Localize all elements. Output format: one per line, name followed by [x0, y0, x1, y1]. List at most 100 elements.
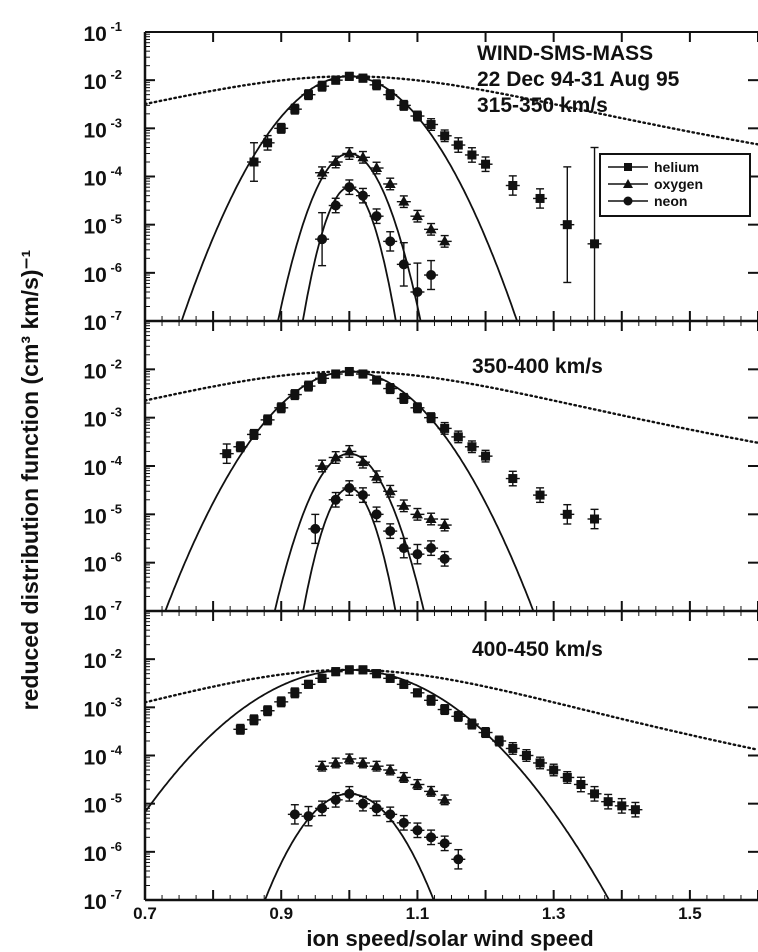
y-tick-base: 10 [83, 71, 106, 94]
helium-point [426, 120, 436, 130]
panel-p1: 10 -110 -210 -310 -410 -510 -610 -7WIND-… [83, 19, 758, 335]
helium-point [249, 157, 259, 167]
helium-point [426, 695, 436, 705]
helium-point [276, 123, 286, 133]
helium-point [249, 429, 259, 439]
helium-point [535, 490, 545, 500]
x-axis-title: ion speed/solar wind speed [306, 926, 593, 951]
helium-point [590, 514, 600, 524]
helium-point [412, 111, 422, 121]
panel-annotation: 400-450 km/s [472, 638, 603, 661]
helium-point [235, 724, 245, 734]
y-tick-exponent: -4 [107, 164, 123, 179]
helium-point [385, 90, 395, 100]
y-tick-exponent: -3 [107, 405, 122, 420]
oxygen-point [371, 760, 383, 771]
helium-point [385, 673, 395, 683]
y-tick-exponent: -6 [107, 839, 122, 854]
kappa-fit-curve [145, 370, 758, 444]
helium-point [576, 779, 586, 789]
y-tick-label: 10 -2 [83, 67, 122, 94]
y-tick-base: 10 [83, 409, 106, 432]
helium-point [317, 373, 327, 383]
neon-point [398, 259, 409, 270]
legend-oxygen-label: oxygen [654, 176, 703, 192]
helium-point [617, 801, 627, 811]
oxygen-point [411, 778, 423, 789]
data-points [246, 71, 602, 321]
oxygen-point [330, 451, 342, 462]
series-neon [315, 179, 439, 321]
y-tick-label: 10 -5 [83, 501, 122, 528]
helium-point [481, 728, 491, 738]
series-helium [246, 71, 602, 321]
y-tick-label: 10 -3 [83, 405, 122, 432]
y-tick-label: 10 -3 [83, 115, 122, 142]
y-tick-base: 10 [83, 360, 106, 383]
helium-point [562, 772, 572, 782]
helium-point [385, 384, 395, 394]
panels-layer: 10 -110 -210 -310 -410 -510 -610 -7WIND-… [83, 19, 758, 923]
neon-point [398, 543, 409, 554]
neon-point [330, 494, 341, 505]
helium-point [412, 688, 422, 698]
y-tick-exponent: -7 [107, 887, 122, 902]
neon-point [439, 838, 450, 849]
y-tick-exponent: -4 [107, 453, 123, 468]
y-tick-exponent: -3 [107, 115, 122, 130]
neon-point [330, 200, 341, 211]
oxygen-point [357, 456, 369, 467]
helium-point [467, 719, 477, 729]
series-oxygen [315, 752, 452, 806]
neon-point [385, 526, 396, 537]
neon-point [357, 490, 368, 501]
neon-point [289, 809, 300, 820]
helium-point [344, 367, 354, 377]
y-tick-label: 10 -7 [83, 887, 122, 914]
y-tick-label: 10 -3 [83, 694, 122, 721]
helium-point [453, 711, 463, 721]
helium-point [508, 181, 518, 191]
helium-point [344, 665, 354, 675]
helium-point [412, 403, 422, 413]
oxygen-point [316, 760, 328, 771]
helium-point [399, 393, 409, 403]
neon-point [412, 287, 423, 298]
legend-neon-label: neon [654, 193, 687, 209]
y-tick-base: 10 [83, 312, 106, 335]
oxygen-point [411, 508, 423, 519]
oxygen-point [439, 793, 451, 804]
y-tick-exponent: -7 [107, 598, 122, 613]
oxygen-point [384, 485, 396, 496]
oxygen-point [371, 162, 383, 173]
helium-point [399, 679, 409, 689]
y-tick-label: 10 -2 [83, 356, 122, 383]
neon-point [357, 798, 368, 809]
helium-point [358, 665, 368, 675]
helium-point [549, 765, 559, 775]
helium-point [303, 679, 313, 689]
y-tick-label: 10 -5 [83, 212, 122, 239]
helium-point [276, 403, 286, 413]
neon-point [385, 809, 396, 820]
helium-point [344, 71, 354, 81]
kappa-fit-curve [145, 668, 758, 751]
oxygen-point [411, 210, 423, 221]
panel-annotation: WIND-SMS-MASS [477, 42, 653, 65]
series-oxygen [315, 147, 452, 248]
y-tick-exponent: -5 [107, 791, 122, 806]
neon-point [412, 549, 423, 560]
legend-helium-marker [624, 163, 632, 171]
oxygen-point [384, 763, 396, 774]
neon-point [371, 509, 382, 520]
helium-point [358, 369, 368, 379]
helium-point [453, 432, 463, 442]
helium-point [358, 73, 368, 83]
neon-point [426, 832, 437, 843]
y-tick-exponent: -3 [107, 694, 122, 709]
helium-point [399, 100, 409, 110]
y-tick-base: 10 [83, 168, 106, 191]
helium-point [290, 688, 300, 698]
neon-point [453, 854, 464, 865]
